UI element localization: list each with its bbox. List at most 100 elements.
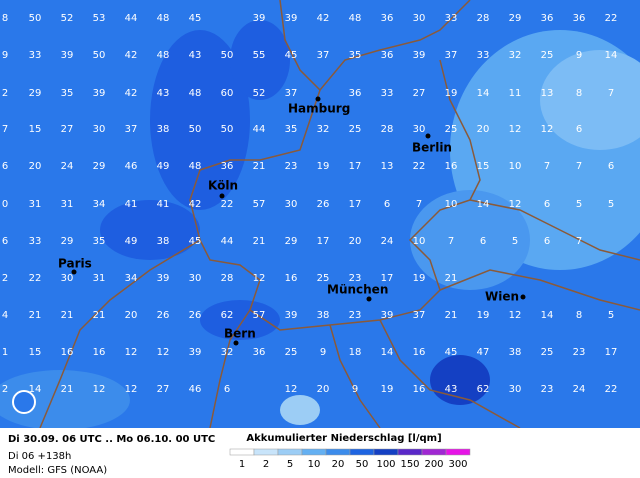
legend: 1 2 5 10 20 50 100 150 200 300 — [229, 448, 471, 470]
grid-value: 30 — [285, 199, 298, 210]
grid-value: 16 — [445, 161, 458, 172]
grid-value: 13 — [541, 88, 554, 99]
grid-value: 36 — [381, 50, 394, 61]
grid-value: 12 — [509, 124, 522, 135]
grid-value: 6 — [480, 236, 486, 247]
grid-value: 6 — [608, 161, 614, 172]
grid-value: 20 — [125, 310, 138, 321]
grid-value: 35 — [93, 236, 106, 247]
grid-value: 14 — [477, 199, 490, 210]
grid-value: 6 — [224, 384, 230, 395]
legend-label: 150 — [400, 459, 419, 470]
grid-value: 16 — [61, 347, 74, 358]
grid-value: 27 — [413, 88, 426, 99]
grid-value: 33 — [477, 50, 490, 61]
grid-value: 9 — [320, 347, 326, 358]
grid-value: 8 — [576, 310, 582, 321]
grid-value: 48 — [189, 161, 202, 172]
grid-value: 29 — [61, 236, 74, 247]
grid-value: 57 — [253, 199, 266, 210]
grid-value: 31 — [29, 199, 42, 210]
grid-value: 39 — [61, 50, 74, 61]
grid-value: 0 — [2, 199, 8, 210]
grid-value: 33 — [381, 88, 394, 99]
legend-swatch — [421, 448, 447, 456]
grid-value: 7 — [416, 199, 422, 210]
grid-value: 26 — [317, 199, 330, 210]
city-label: Paris — [58, 257, 92, 271]
grid-value: 9 — [352, 384, 358, 395]
grid-value: 52 — [253, 88, 266, 99]
grid-value: 2 — [2, 273, 8, 284]
grid-value: 30 — [189, 273, 202, 284]
grid-value: 9 — [576, 50, 582, 61]
grid-value: 37 — [413, 310, 426, 321]
grid-value: 7 — [576, 236, 582, 247]
grid-value: 14 — [477, 88, 490, 99]
grid-value: 21 — [29, 310, 42, 321]
grid-value: 30 — [93, 124, 106, 135]
grid-value: 21 — [253, 236, 266, 247]
grid-value: 37 — [445, 50, 458, 61]
grid-value: 1 — [2, 347, 8, 358]
grid-value: 45 — [285, 50, 298, 61]
grid-value: 50 — [29, 13, 42, 24]
grid-value: 14 — [541, 310, 554, 321]
grid-value: 33 — [445, 13, 458, 24]
grid-value: 42 — [125, 88, 138, 99]
city-dot — [425, 133, 431, 139]
grid-value: 19 — [413, 273, 426, 284]
grid-value: 32 — [221, 347, 234, 358]
grid-value: 7 — [608, 88, 614, 99]
city-label: Hamburg — [288, 102, 350, 116]
city-label: Köln — [208, 179, 238, 193]
grid-value: 25 — [317, 273, 330, 284]
grid-value: 19 — [381, 384, 394, 395]
legend-swatch — [277, 448, 303, 456]
legend-label: 100 — [376, 459, 395, 470]
grid-value: 41 — [125, 199, 138, 210]
grid-value: 50 — [221, 124, 234, 135]
legend-label: 1 — [239, 459, 245, 470]
grid-value: 24 — [573, 384, 586, 395]
grid-value: 23 — [285, 161, 298, 172]
grid-value: 10 — [413, 236, 426, 247]
grid-value: 7 — [2, 124, 8, 135]
grid-value: 6 — [544, 199, 550, 210]
grid-value: 25 — [445, 124, 458, 135]
legend-label: 300 — [448, 459, 467, 470]
grid-value: 29 — [285, 236, 298, 247]
grid-value: 37 — [285, 88, 298, 99]
grid-value: 18 — [349, 347, 362, 358]
grid-value: 45 — [189, 13, 202, 24]
grid-value: 38 — [509, 347, 522, 358]
grid-value: 13 — [381, 161, 394, 172]
city-label: Wien — [485, 290, 519, 304]
grid-value: 6 — [2, 161, 8, 172]
grid-value: 27 — [157, 384, 170, 395]
grid-value: 30 — [413, 124, 426, 135]
legend-title: Akkumulierter Niederschlag [l/qm] — [246, 433, 441, 444]
legend-label: 10 — [308, 459, 321, 470]
grid-value: 21 — [253, 161, 266, 172]
grid-value: 21 — [93, 310, 106, 321]
grid-value: 14 — [381, 347, 394, 358]
grid-value: 31 — [93, 273, 106, 284]
grid-value: 23 — [349, 273, 362, 284]
grid-value: 25 — [285, 347, 298, 358]
grid-value: 12 — [285, 384, 298, 395]
step: Di 06 +138h — [8, 451, 71, 462]
grid-value: 32 — [317, 124, 330, 135]
precip-areas — [0, 20, 640, 430]
grid-value: 20 — [29, 161, 42, 172]
grid-value: 35 — [285, 124, 298, 135]
grid-value: 53 — [93, 13, 106, 24]
city-dot — [233, 340, 239, 346]
grid-value: 15 — [29, 347, 42, 358]
grid-value: 9 — [2, 50, 8, 61]
grid-value: 22 — [605, 384, 618, 395]
grid-value: 23 — [573, 347, 586, 358]
grid-value: 42 — [189, 199, 202, 210]
grid-value: 39 — [93, 88, 106, 99]
